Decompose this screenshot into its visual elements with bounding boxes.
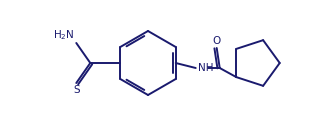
- Text: O: O: [213, 36, 221, 46]
- Text: H$_2$N: H$_2$N: [53, 28, 74, 42]
- Text: NH: NH: [198, 63, 213, 73]
- Text: S: S: [73, 85, 79, 95]
